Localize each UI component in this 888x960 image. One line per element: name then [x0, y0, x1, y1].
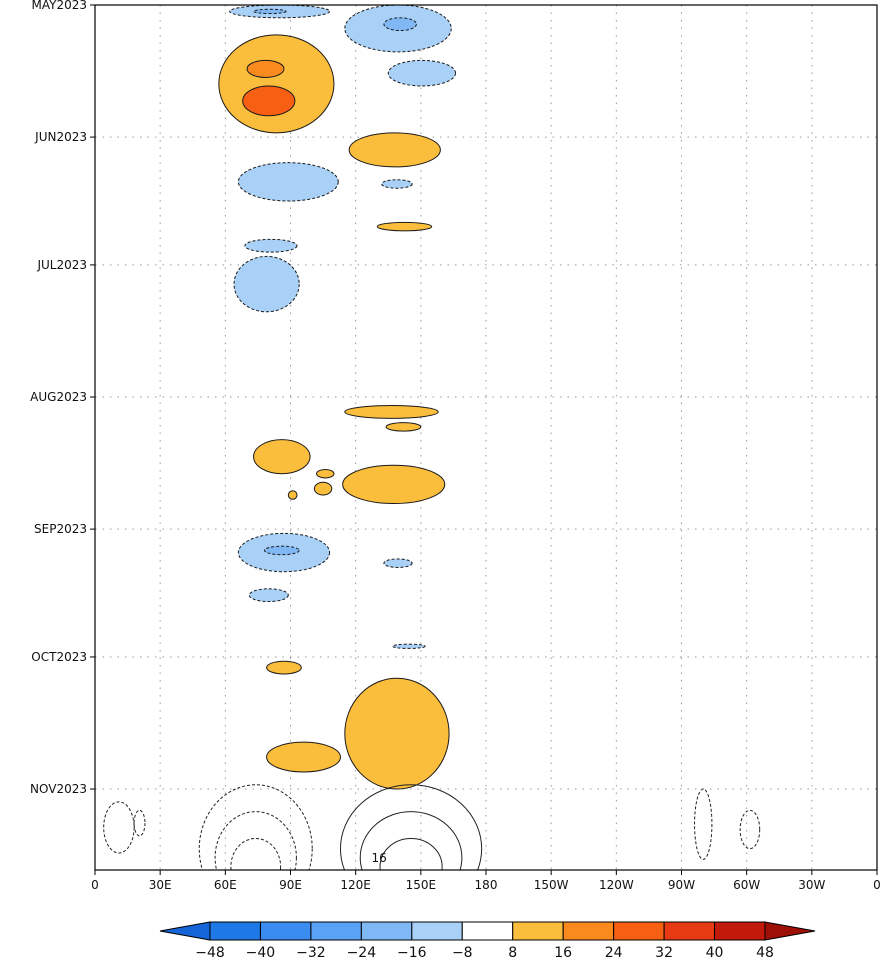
colorbar-arrow-low: [159, 921, 211, 941]
x-tick-label: 180: [475, 878, 498, 892]
colorbar-label: −8: [452, 945, 473, 960]
x-tick-label: 30W: [798, 878, 825, 892]
x-tick-label: 120W: [599, 878, 634, 892]
colorbar-swatch: [310, 921, 362, 941]
colorbar-swatch: [360, 921, 413, 941]
contour-line: [739, 809, 761, 850]
colorbar-label: 40: [706, 945, 724, 960]
negative-anomaly-region: [381, 179, 413, 189]
y-tick-label: NOV2023: [30, 782, 87, 796]
negative-anomaly-region: [263, 545, 300, 556]
positive-anomaly-region: [246, 59, 285, 78]
contour-line: [359, 811, 463, 870]
x-tick-label: 90E: [279, 878, 302, 892]
x-tick-label: 30E: [149, 878, 172, 892]
colorbar-label: −24: [347, 945, 377, 960]
contour-line: [694, 788, 713, 860]
positive-anomaly-region: [348, 132, 441, 168]
colorbar-swatch: [714, 921, 766, 941]
y-tick-label: SEP2023: [34, 522, 87, 536]
negative-anomaly-region: [383, 558, 413, 568]
colorbar-label: −48: [195, 945, 225, 960]
colorbar-arrow-high: [764, 921, 816, 941]
contour-line: [230, 837, 282, 870]
contour-label: 16: [372, 851, 387, 865]
colorbar-label: 24: [605, 945, 623, 960]
positive-anomaly-region: [344, 405, 439, 419]
negative-anomaly-region: [253, 8, 287, 15]
positive-anomaly-region: [266, 660, 302, 675]
x-tick-label: 0: [91, 878, 99, 892]
x-tick-label: 90W: [668, 878, 695, 892]
colorbar-label: 48: [756, 945, 774, 960]
anomaly-regions: [218, 5, 457, 790]
colorbar-label: −16: [397, 945, 427, 960]
x-tick-label: 60E: [214, 878, 237, 892]
positive-anomaly-region: [385, 422, 422, 432]
x-tick-label: 120E: [340, 878, 371, 892]
positive-anomaly-region: [316, 468, 335, 479]
colorbar-swatch: [461, 921, 514, 941]
contour-line: [379, 837, 443, 870]
negative-anomaly-region: [237, 162, 339, 202]
x-tick-label: 0: [873, 878, 881, 892]
negative-anomaly-region: [233, 255, 300, 313]
y-tick-label: JUL2023: [36, 258, 87, 272]
positive-anomaly-region: [218, 34, 335, 134]
y-tick-label: AUG2023: [30, 390, 87, 404]
positive-anomaly-region: [266, 741, 341, 773]
positive-anomaly-region: [344, 677, 450, 790]
colorbar-swatch: [613, 921, 665, 941]
negative-anomaly-region: [387, 59, 457, 87]
colorbar-swatch: [411, 921, 463, 941]
negative-anomaly-region: [383, 17, 417, 32]
colorbar-swatch: [663, 921, 716, 941]
colorbar-swatch: [259, 921, 312, 941]
positive-anomaly-region: [253, 439, 311, 475]
colorbar-label: −40: [246, 945, 276, 960]
x-tick-label: 60W: [733, 878, 760, 892]
unshaded-contours: 16: [103, 784, 761, 870]
colorbar-swatch: [562, 921, 615, 941]
x-axis-ticks: 0 30E 60E 90E 120E 150E 180 150W 120W 90W 60W 30W 0: [91, 870, 881, 892]
y-tick-label: OCT2023: [31, 650, 87, 664]
colorbar-label: 8: [508, 945, 517, 960]
positive-anomaly-region: [287, 490, 298, 500]
x-tick-label: 150E: [406, 878, 437, 892]
y-tick-label: MAY2023: [32, 0, 88, 12]
colorbar-label: 16: [554, 945, 572, 960]
negative-anomaly-region: [248, 588, 289, 603]
colorbar-swatch: [512, 921, 564, 941]
contour-line: [339, 784, 483, 870]
x-tick-label: 150W: [534, 878, 569, 892]
colorbar-swatch: [209, 921, 261, 941]
colorbar: −48 −40 −32 −24 −16 −8 8 16 24 32 40 48: [159, 921, 816, 960]
contour-line: [214, 811, 297, 870]
positive-anomaly-region: [313, 481, 333, 496]
colorbar-label: 32: [655, 945, 673, 960]
y-tick-label: JUN2023: [34, 130, 87, 144]
positive-anomaly-region: [242, 85, 296, 117]
colorbar-label: −32: [296, 945, 326, 960]
positive-anomaly-region: [342, 464, 446, 505]
contour-line: [198, 784, 313, 870]
positive-anomaly-region: [376, 221, 433, 232]
contour-line: [133, 809, 146, 837]
negative-anomaly-region: [244, 238, 298, 253]
y-axis-ticks: MAY2023 JUN2023 JUL2023 AUG2023 SEP2023 OCT20…: [30, 0, 95, 796]
negative-anomaly-region: [392, 643, 426, 649]
